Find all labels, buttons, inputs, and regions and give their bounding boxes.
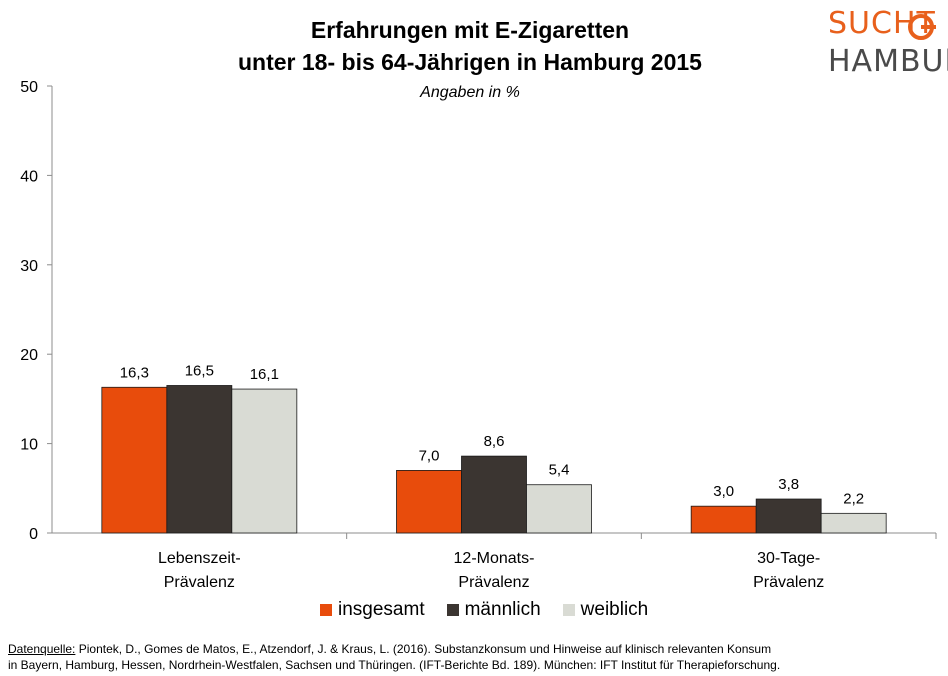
chart-subtitle: Angaben in %	[420, 84, 520, 101]
data-label: 16,5	[185, 362, 214, 379]
x-category-label: 30-Tage-	[757, 550, 820, 567]
legend-item-insgesamt: insgesamt	[320, 599, 425, 621]
legend-swatch-maennlich	[446, 604, 459, 616]
y-tick-label: 10	[20, 437, 38, 454]
bar-chart: 0 10 20 30 40 50 16,3 16,5 16,1 Lebenszeit- Präval…	[20, 79, 937, 591]
bar-insgesamt-0	[101, 386, 168, 534]
source-line-2: in Bayern, Hamburg, Hessen, Nordrhein-We…	[8, 658, 781, 672]
chart-legend: insgesamt männlich weiblich	[320, 598, 740, 622]
data-label: 3,0	[713, 483, 734, 500]
data-label: 16,3	[120, 364, 149, 381]
legend-swatch-insgesamt	[320, 604, 332, 616]
legend-swatch-weiblich	[562, 604, 575, 616]
bar-weiblich-0	[231, 388, 298, 534]
bar-insgesamt-1	[396, 470, 462, 534]
logo-line-2: HAMBURG	[828, 44, 948, 79]
legend-label-insgesamt: insgesamt	[338, 599, 425, 620]
data-label: 3,8	[778, 476, 799, 493]
bar-insgesamt-2	[690, 505, 757, 534]
y-tick-label: 50	[20, 79, 38, 96]
y-tick-label: 40	[20, 168, 38, 185]
bar-männlich-2	[755, 498, 822, 534]
y-tick-label: 20	[20, 347, 38, 364]
bar-männlich-1	[461, 455, 527, 534]
source-label: Datenquelle:	[8, 642, 76, 656]
y-tick-label: 0	[29, 526, 38, 543]
y-tick-label: 30	[20, 258, 38, 275]
logo-circle-icon	[908, 14, 936, 40]
x-category-label: 12-Monats-	[454, 550, 535, 567]
data-label: 7,0	[419, 447, 440, 464]
legend-item-weiblich: weiblich	[562, 599, 649, 621]
data-source: Datenquelle: Piontek, D., Gomes de Matos…	[8, 641, 940, 673]
legend-label-maennlich: männlich	[464, 599, 541, 620]
chart-title: Erfahrungen mit E-Zigaretten unter 18- b…	[180, 14, 760, 78]
data-label: 2,2	[843, 490, 864, 507]
x-category-label: Prävalenz	[164, 574, 235, 591]
data-label: 8,6	[484, 433, 505, 450]
x-category-label: Lebenszeit-	[158, 550, 241, 567]
data-label: 16,1	[250, 366, 279, 383]
bar-männlich-0	[166, 385, 233, 534]
data-label: 5,4	[549, 462, 570, 479]
bar-weiblich-1	[526, 484, 592, 534]
title-line-2: unter 18- bis 64-Jährigen in Hamburg 201…	[238, 49, 702, 75]
bar-weiblich-2	[820, 512, 887, 534]
legend-label-weiblich: weiblich	[580, 599, 649, 620]
sucht-hamburg-logo: SUCHT HAMBURG	[826, 4, 948, 84]
title-line-1: Erfahrungen mit E-Zigaretten	[310, 17, 630, 43]
legend-item-maennlich: männlich	[446, 599, 541, 621]
x-category-label: Prävalenz	[458, 574, 529, 591]
x-category-label: Prävalenz	[753, 574, 824, 591]
source-line-1: Piontek, D., Gomes de Matos, E., Atzendo…	[75, 642, 772, 656]
